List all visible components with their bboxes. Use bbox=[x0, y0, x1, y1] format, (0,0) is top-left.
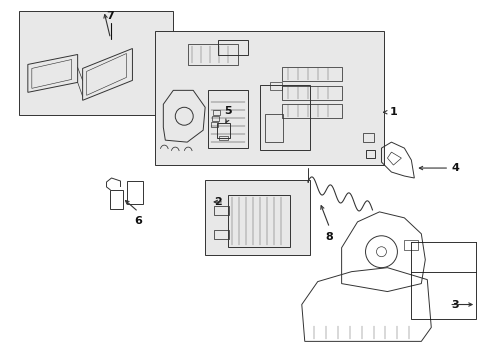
Bar bbox=[213, 110, 220, 115]
Text: 4: 4 bbox=[450, 163, 458, 173]
Bar bbox=[365, 150, 375, 158]
Bar bbox=[19, 11, 173, 115]
Text: 3: 3 bbox=[450, 300, 458, 310]
Bar bbox=[404, 240, 417, 250]
Bar bbox=[211, 122, 218, 127]
Bar bbox=[281, 86, 341, 100]
Bar bbox=[155, 31, 384, 165]
Bar bbox=[214, 206, 228, 215]
Bar bbox=[362, 133, 373, 142]
Bar bbox=[212, 116, 219, 121]
Text: 7: 7 bbox=[106, 10, 114, 21]
Bar bbox=[219, 136, 227, 140]
Bar bbox=[208, 90, 247, 148]
Bar bbox=[227, 195, 289, 247]
Bar bbox=[281, 104, 341, 118]
Text: 2: 2 bbox=[214, 197, 222, 207]
Bar bbox=[281, 67, 341, 81]
Bar bbox=[214, 230, 228, 239]
Bar bbox=[269, 82, 281, 90]
Bar bbox=[127, 181, 143, 204]
Text: 5: 5 bbox=[224, 106, 231, 116]
Text: 6: 6 bbox=[134, 216, 142, 226]
Bar bbox=[188, 44, 238, 66]
Text: 1: 1 bbox=[388, 107, 396, 117]
Text: 8: 8 bbox=[325, 232, 333, 242]
Bar bbox=[205, 180, 309, 255]
Bar bbox=[217, 123, 229, 138]
Bar bbox=[410, 272, 475, 319]
Bar bbox=[260, 85, 309, 150]
Bar bbox=[264, 114, 282, 142]
Bar bbox=[109, 190, 123, 209]
Bar bbox=[218, 40, 247, 55]
